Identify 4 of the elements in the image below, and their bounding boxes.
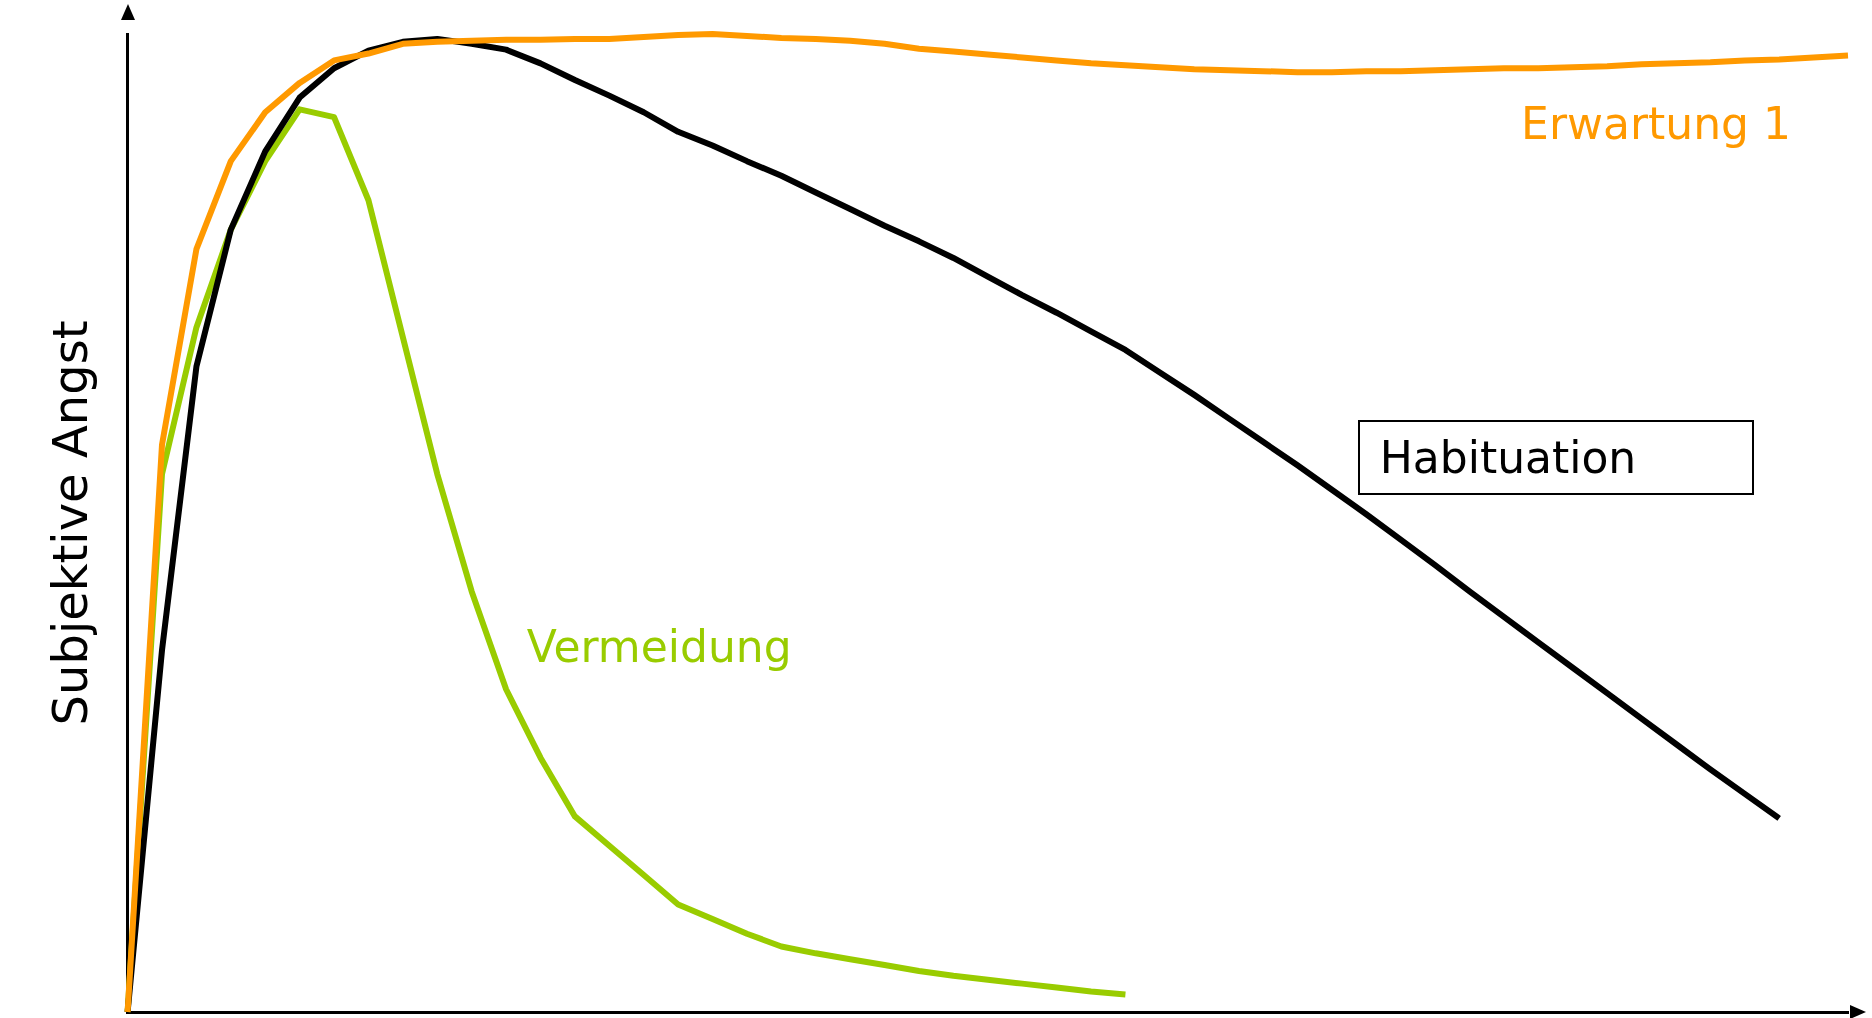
series-label: Erwartung 1 [1521,97,1791,149]
y-axis-title: Subjektive Angst [42,320,99,726]
series-label: Habituation [1357,420,1755,496]
series-label: Vermeidung [526,620,792,672]
